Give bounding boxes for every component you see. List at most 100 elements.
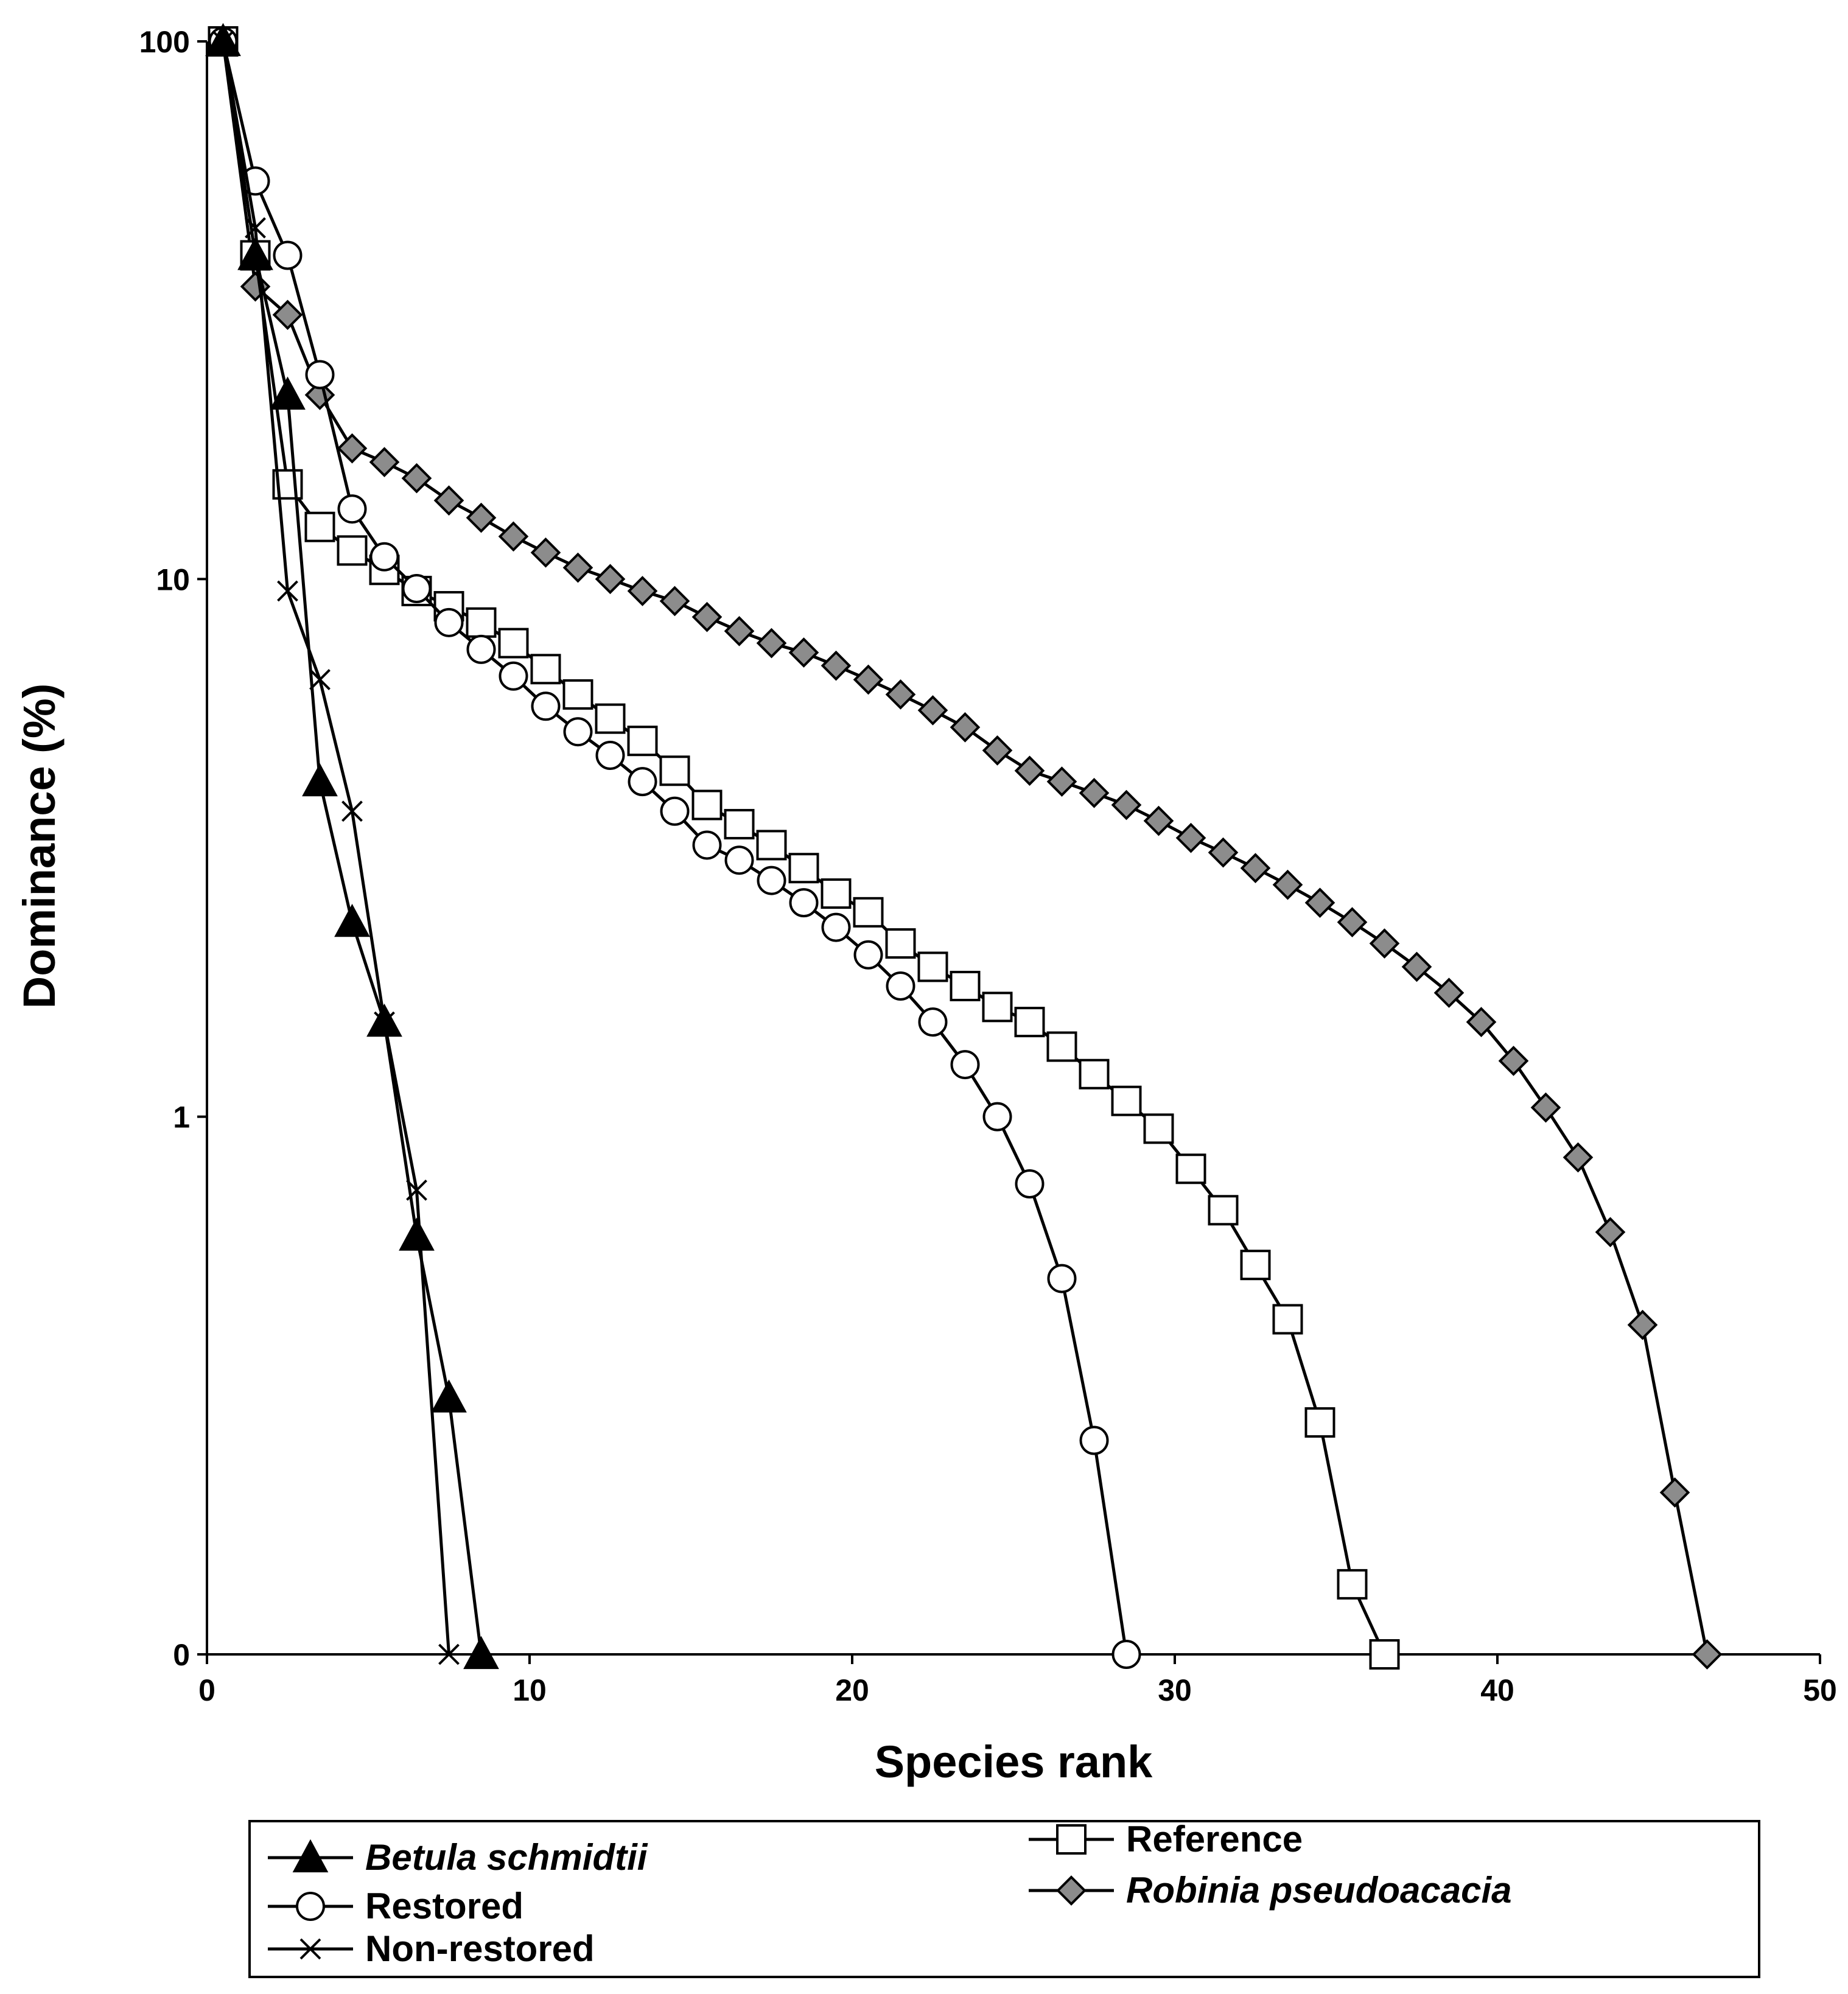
- data-point-robinia-pseudoacacia: [1143, 805, 1174, 836]
- legend-label-non-restored: Non-restored: [365, 1928, 595, 1969]
- data-point-restored: [950, 1050, 980, 1080]
- data-point-reference: [853, 897, 884, 928]
- series-restored: [208, 27, 1141, 1669]
- data-point-reference: [1079, 1058, 1110, 1090]
- data-point-robinia-pseudoacacia: [1498, 1046, 1529, 1076]
- x-tick-label: 30: [1158, 1673, 1192, 1707]
- x-tick-label: 20: [835, 1673, 869, 1707]
- data-point-reference: [1272, 1304, 1303, 1335]
- data-point-robinia-pseudoacacia: [756, 628, 787, 659]
- legend-marker-reference: [1056, 1824, 1087, 1855]
- data-point-robinia-pseudoacacia: [1014, 755, 1045, 786]
- data-point-reference: [1143, 1113, 1174, 1144]
- data-point-robinia-pseudoacacia: [1240, 853, 1271, 884]
- series-reference: [208, 26, 1400, 1670]
- data-point-robinia-pseudoacacia: [1272, 869, 1303, 900]
- data-point-robinia-pseudoacacia: [1046, 766, 1077, 797]
- data-point-reference: [1369, 1639, 1400, 1670]
- data-point-restored: [1015, 1169, 1045, 1199]
- data-point-restored: [918, 1007, 948, 1037]
- data-point-reference: [885, 928, 916, 959]
- series-betula-schmidtii: [205, 23, 499, 1670]
- data-point-robinia-pseudoacacia: [885, 679, 916, 710]
- data-point-restored: [628, 767, 657, 797]
- data-point-robinia-pseudoacacia: [562, 552, 593, 583]
- data-point-reference: [917, 951, 948, 982]
- data-point-restored: [466, 634, 496, 664]
- data-point-robinia-pseudoacacia: [1595, 1217, 1626, 1248]
- series-non-restored: [212, 30, 460, 1665]
- data-point-reference: [1046, 1031, 1077, 1062]
- data-point-robinia-pseudoacacia: [1466, 1007, 1497, 1037]
- data-point-reference: [1175, 1153, 1206, 1184]
- data-point-robinia-pseudoacacia: [1111, 789, 1142, 820]
- data-point-reference: [1014, 1007, 1045, 1038]
- data-point-reference: [498, 628, 529, 659]
- data-point-reference: [788, 853, 819, 884]
- data-point-betula-schmidtii: [334, 903, 370, 937]
- data-point-betula-schmidtii: [302, 763, 338, 797]
- data-point-reference: [1240, 1250, 1271, 1281]
- legend-item-reference: Reference: [1029, 1819, 1303, 1859]
- data-point-reference: [627, 726, 658, 757]
- data-point-restored: [692, 830, 722, 860]
- x-tick-label: 40: [1480, 1673, 1514, 1707]
- data-point-reference: [562, 679, 593, 710]
- legend-item-betula-schmidtii: Betula schmidtii: [268, 1837, 648, 1878]
- data-point-restored: [757, 866, 786, 895]
- data-point-restored: [1047, 1264, 1077, 1293]
- x-tick-label: 50: [1803, 1673, 1837, 1707]
- data-point-robinia-pseudoacacia: [627, 576, 658, 606]
- data-point-robinia-pseudoacacia: [369, 447, 400, 478]
- data-point-non-restored: [406, 1179, 427, 1201]
- legend-marker-robinia-pseudoacacia: [1056, 1875, 1087, 1906]
- data-point-restored: [402, 573, 432, 603]
- data-point-betula-schmidtii: [270, 376, 306, 410]
- legend-label-betula-schmidtii: Betula schmidtii: [365, 1837, 648, 1878]
- data-point-robinia-pseudoacacia: [595, 564, 626, 595]
- y-tick-label: 100: [139, 25, 190, 59]
- y-ticks: 0 1 10 100: [139, 25, 207, 1672]
- legend-label-restored: Restored: [365, 1886, 523, 1926]
- data-point-robinia-pseudoacacia: [691, 601, 723, 632]
- data-point-reference: [982, 992, 1013, 1023]
- data-point-reference: [530, 654, 561, 685]
- data-point-non-restored: [277, 580, 298, 602]
- data-point-restored: [595, 740, 625, 770]
- data-point-robinia-pseudoacacia: [1208, 837, 1239, 868]
- data-point-robinia-pseudoacacia: [337, 433, 368, 464]
- data-point-restored: [886, 971, 915, 1001]
- data-point-non-restored: [438, 1643, 460, 1665]
- data-point-robinia-pseudoacacia: [1079, 778, 1110, 808]
- data-point-restored: [273, 240, 303, 270]
- data-point-non-restored: [245, 217, 266, 239]
- series-layer: [205, 23, 1723, 1670]
- data-point-restored: [1079, 1426, 1109, 1455]
- data-point-restored: [434, 607, 464, 637]
- data-point-betula-schmidtii: [431, 1379, 467, 1413]
- data-point-robinia-pseudoacacia: [917, 695, 948, 726]
- data-point-non-restored: [212, 30, 234, 52]
- data-point-reference: [1337, 1569, 1368, 1600]
- data-point-robinia-pseudoacacia: [659, 586, 690, 617]
- legend-item-robinia-pseudoacacia: Robinia pseudoacacia: [1029, 1870, 1512, 1911]
- data-point-restored: [369, 542, 399, 572]
- data-point-reference: [724, 809, 755, 840]
- data-point-robinia-pseudoacacia: [853, 664, 884, 695]
- data-point-reference: [691, 789, 723, 820]
- data-point-robinia-pseudoacacia: [1659, 1477, 1690, 1508]
- legend-marker-non-restored: [299, 1938, 321, 1960]
- x-tick-label: 10: [513, 1673, 547, 1707]
- data-point-robinia-pseudoacacia: [530, 537, 561, 568]
- legend-item-non-restored: Non-restored: [268, 1928, 595, 1969]
- data-point-non-restored: [341, 800, 363, 822]
- data-point-robinia-pseudoacacia: [401, 463, 432, 494]
- data-point-restored: [305, 360, 335, 390]
- legend-box: [248, 1820, 1760, 1978]
- y-tick-label: 1: [173, 1100, 190, 1135]
- legend-label-reference: Reference: [1126, 1819, 1303, 1859]
- data-point-reference: [1111, 1085, 1142, 1116]
- series-line-non-restored: [222, 41, 450, 1655]
- series-robinia-pseudoacacia: [208, 26, 1723, 1670]
